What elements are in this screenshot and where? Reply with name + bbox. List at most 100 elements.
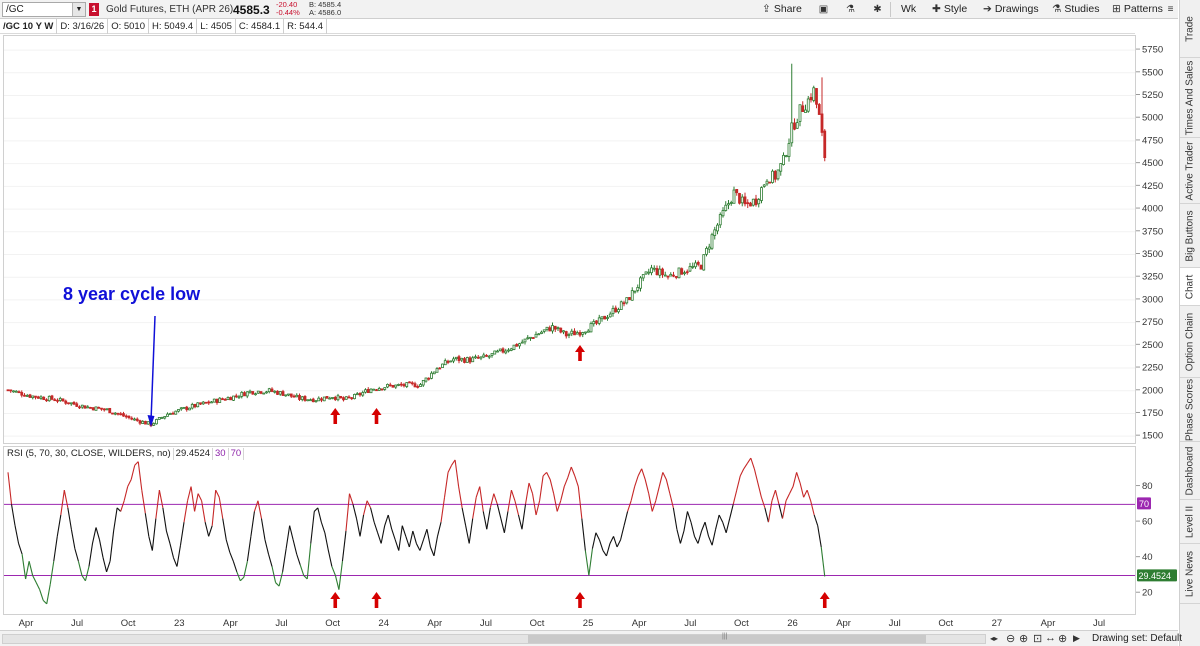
rsi-line-segment <box>451 459 456 466</box>
price-candle-body <box>248 390 252 393</box>
pan-horizontal-icon[interactable]: ↔ <box>1045 632 1056 644</box>
rsi-line-segment <box>310 511 315 544</box>
tab-trade[interactable]: Trade <box>1180 0 1200 58</box>
rsi-line-segment <box>792 472 798 487</box>
price-candle-body <box>155 419 158 425</box>
menu-icon[interactable]: ≡ <box>1167 4 1174 15</box>
price-candle-body <box>413 383 417 388</box>
price-tick-label: 1750 <box>1142 408 1163 419</box>
price-candle-body <box>166 413 169 417</box>
rsi-pane[interactable] <box>3 446 1136 615</box>
rsi-line-segment <box>46 584 51 604</box>
rsi-line-segment <box>106 561 111 573</box>
rsi-line-segment <box>215 489 220 498</box>
flask-studies-icon: ⚗ <box>1052 3 1062 15</box>
price-candle-body <box>661 268 664 276</box>
price-candle-body <box>344 396 348 400</box>
tab-dashboard[interactable]: Dashboard <box>1180 442 1200 500</box>
style-button[interactable]: ✚ Style <box>932 2 967 17</box>
aggregation-button[interactable]: Wk <box>901 3 917 15</box>
horizontal-scrollbar[interactable]: ||| <box>2 633 986 644</box>
share-button[interactable]: ⇪ Share <box>762 2 802 17</box>
studies-button[interactable]: ⚗ Studies <box>1052 2 1099 17</box>
rsi-overbought-value: 70 <box>229 448 245 460</box>
price-candle-body <box>83 405 87 409</box>
price-tick-label: 3750 <box>1142 226 1163 237</box>
style-label: Style <box>943 3 968 15</box>
rsi-line-segment <box>796 472 801 484</box>
tab-phase-scores[interactable]: Phase Scores <box>1180 378 1200 442</box>
crosshair-icon[interactable]: ⊕ <box>1058 633 1068 645</box>
tab-big-buttons[interactable]: Big Buttons <box>1180 204 1200 268</box>
symbol-dropdown-icon[interactable]: ▼ <box>72 3 85 16</box>
drawing-set-label[interactable]: Drawing set: Default <box>1092 633 1183 644</box>
bar-high: H: 5049.4 <box>149 19 198 34</box>
price-candle-body <box>793 122 796 130</box>
price-candle-body <box>760 187 763 201</box>
price-tick-label: 1500 <box>1142 431 1163 442</box>
rsi-line-segment <box>84 566 90 581</box>
time-axis[interactable]: Apr Jul Oct 23 Apr Jul Oct 24 Apr Jul Oct 25 Apr Jul O… <box>0 615 1135 630</box>
percent-change: -0.44% <box>276 8 300 17</box>
tab-times-and-sales[interactable]: Times And Sales <box>1180 58 1200 138</box>
drawings-button[interactable]: ➔ Drawings <box>983 2 1039 17</box>
price-candle-body <box>463 358 466 363</box>
rsi-line-segment <box>137 461 143 491</box>
rsi-line-segment <box>275 582 280 587</box>
link-group-flag[interactable]: 1 <box>89 3 99 16</box>
price-candle-body <box>364 389 367 393</box>
price-candle-body <box>644 271 648 275</box>
rsi-line-segment <box>672 507 678 530</box>
price-axis[interactable]: 1500 1750 2000 2250 2500 2750 3000 3250 3500 3750… <box>1136 35 1178 444</box>
price-pane[interactable] <box>3 35 1136 444</box>
zoom-out-icon[interactable]: ⊖ <box>1006 633 1016 645</box>
patterns-button[interactable]: ⊞ Patterns <box>1112 2 1163 17</box>
rsi-axis[interactable]: 20 40 60 80 70 29.4524 <box>1136 446 1178 615</box>
symbol-input[interactable]: /GC ▼ <box>2 2 86 17</box>
rsi-line-segment <box>630 486 636 501</box>
tab-chart[interactable]: Chart <box>1180 268 1200 306</box>
price-candle-body <box>232 395 235 401</box>
price-candle-body <box>36 396 40 399</box>
tab-level-ii[interactable]: Level II <box>1180 500 1200 544</box>
rsi-line-segment <box>422 529 428 541</box>
price-candle-body <box>322 396 326 402</box>
rsi-tick-label: 60 <box>1142 517 1153 528</box>
rsi-line-segment <box>560 486 565 501</box>
price-candle-body <box>369 388 373 394</box>
rsi-line-segment <box>289 525 294 541</box>
time-tick-label: 26 <box>787 618 798 629</box>
rsi-current-badge-text: 29.4524 <box>1139 571 1172 581</box>
rsi-line-segment <box>162 507 167 532</box>
rsi-line-segment <box>232 561 238 573</box>
price-candle-body <box>721 210 725 217</box>
play-icon[interactable]: ▶ <box>1073 633 1080 643</box>
rsi-line-segment <box>810 500 815 516</box>
price-candle-body <box>380 388 384 391</box>
price-candle-body <box>815 88 818 105</box>
price-candle-body <box>449 360 453 363</box>
price-candle-body <box>740 196 744 204</box>
tab-live-news[interactable]: Live News <box>1180 544 1200 604</box>
price-candle-body <box>702 254 706 271</box>
flask-icon[interactable]: ⚗ <box>846 4 855 15</box>
price-tick-label: 4250 <box>1142 181 1163 192</box>
price-candle-body <box>476 356 480 359</box>
price-tick-label: 3500 <box>1142 249 1163 260</box>
scroll-left-right-icon[interactable]: ◂▸ <box>990 634 999 643</box>
price-candle-body <box>42 396 46 401</box>
gear-icon[interactable]: ✱ <box>873 4 882 15</box>
rsi-line-segment <box>774 489 780 505</box>
grid-layout-icon[interactable]: ▣ <box>818 4 829 15</box>
zoom-fit-icon[interactable]: ⊡ <box>1033 633 1043 645</box>
rsi-line-segment <box>18 543 23 555</box>
zoom-in-icon[interactable]: ⊕ <box>1019 633 1029 645</box>
price-candle-body <box>386 383 389 388</box>
tab-active-trader[interactable]: Active Trader <box>1180 138 1200 204</box>
tab-option-chain[interactable]: Option Chain <box>1180 306 1200 378</box>
rsi-line-segment <box>517 514 523 530</box>
price-candle-body <box>347 396 351 399</box>
price-candle-body <box>14 390 18 393</box>
scrollbar-thumb[interactable]: ||| <box>528 633 926 643</box>
price-tick-label: 4500 <box>1142 158 1163 169</box>
